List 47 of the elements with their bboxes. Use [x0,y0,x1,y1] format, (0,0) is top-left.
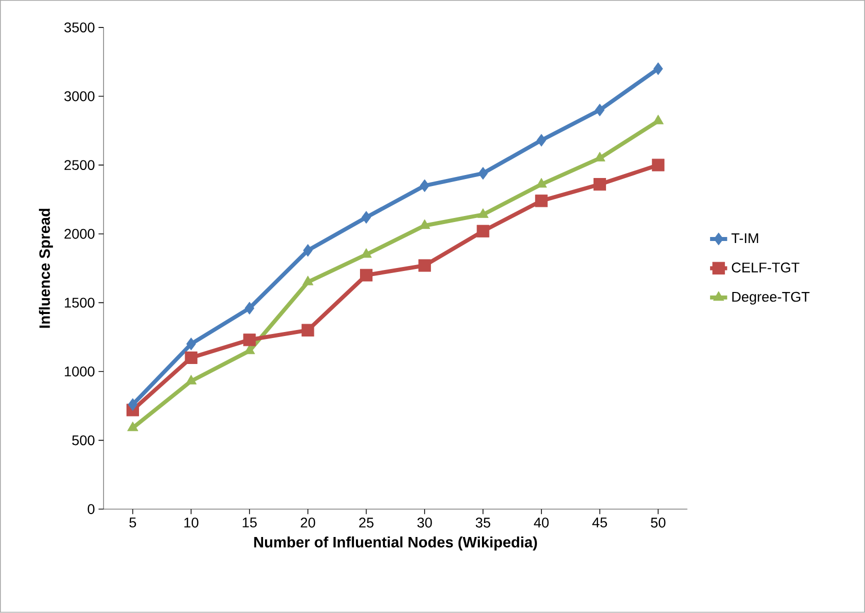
point [653,62,663,76]
x-tick-label: 10 [184,518,198,528]
point [362,211,372,224]
y-tick-label: 1000 [64,366,94,377]
y-tick-label: 1500 [64,298,94,308]
point [652,158,664,172]
y-axis-title: Influence Spread [38,208,53,328]
point [420,180,430,192]
x-tick-label: 40 [534,518,549,528]
point [243,334,256,346]
legend-label: T-IM [731,234,758,244]
point [360,269,373,282]
point [244,302,254,315]
point [652,114,664,124]
point [302,324,314,337]
x-tick-label: 30 [417,518,432,528]
point [302,276,314,286]
point [128,398,138,411]
x-tick-label: 15 [242,518,257,528]
legend-label: Degree-TGT [732,292,810,305]
y-tick-label: 0 [88,504,94,514]
y-tick-label: 2500 [64,160,94,170]
x-tick-label: 20 [300,518,316,528]
y-tick-label: 3500 [64,22,94,33]
x-axis-title: Number of Influential Nodes (Wikipedia) [254,536,537,551]
point [478,167,488,180]
point [127,422,138,432]
y-tick-label: 2000 [64,229,94,239]
point [186,338,196,350]
point [478,208,488,218]
x-tick-label: 25 [359,518,374,528]
point [594,178,606,191]
point [595,104,605,116]
point [186,375,197,385]
x-tick-label: 35 [476,518,490,528]
point [303,244,313,257]
x-tick-label: 50 [650,518,666,528]
y-tick-label: 500 [72,435,94,446]
point [535,194,548,208]
x-tick-label: 5 [129,518,136,528]
point [536,134,546,147]
y-tick-label: 3000 [64,91,94,102]
point [418,259,431,272]
point [184,352,198,364]
legend-label: CELF-TGT [732,262,800,273]
x-tick-label: 45 [592,518,607,528]
point [476,225,490,238]
